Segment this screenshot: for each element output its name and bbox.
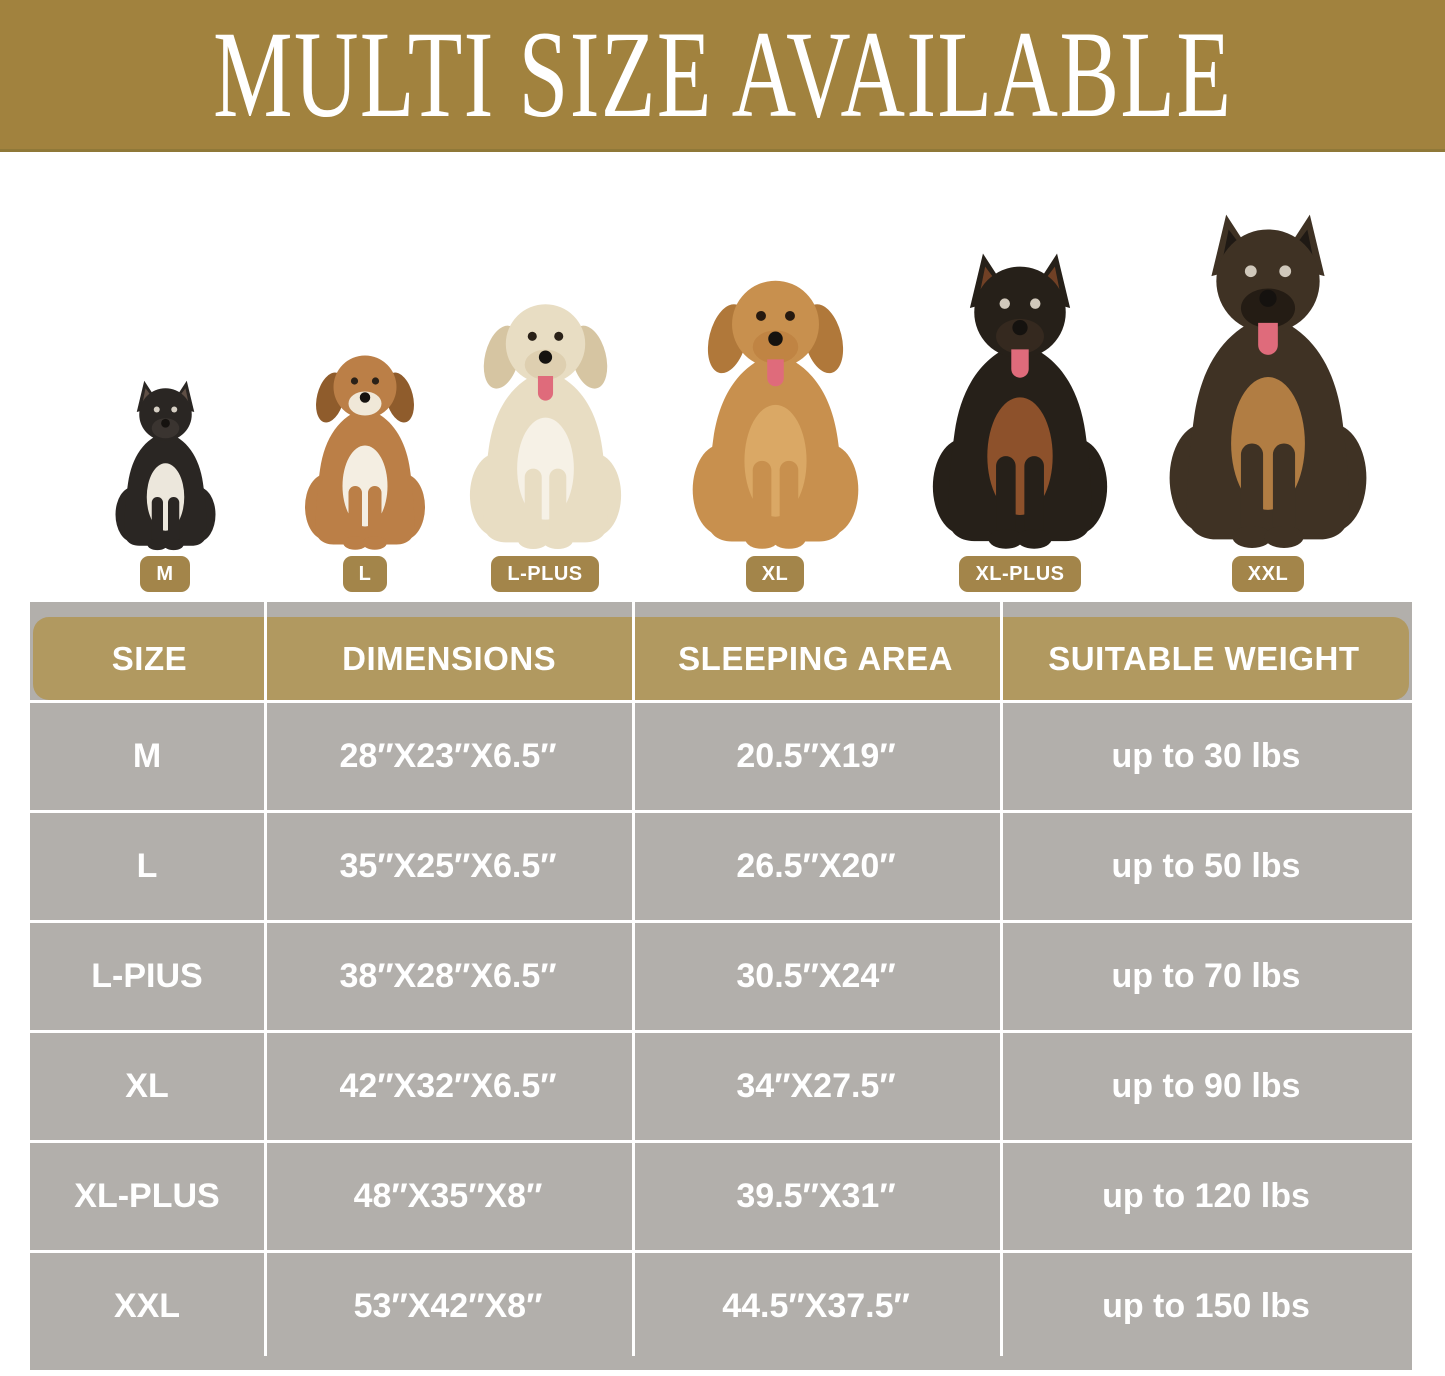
column-header-size: SIZE xyxy=(111,639,188,677)
cell-dimensions: 35″X25″X6.5″ xyxy=(339,847,557,885)
dog-figure-beagle: L xyxy=(290,342,440,592)
cell-size: L-PIUS xyxy=(91,957,203,995)
table-row: XL 42″X32″X6.5″ 34″X27.5″ up to 90 lbs xyxy=(30,1030,1412,1140)
cell-sleeping-area: 20.5″X19″ xyxy=(736,737,896,775)
banner-title: MULTI SIZE AVAILABLE xyxy=(212,5,1233,143)
column-header-sleeping-area: SLEEPING AREA xyxy=(678,639,953,677)
cell-suitable-weight: up to 120 lbs xyxy=(1102,1177,1310,1215)
cell-dimensions: 42″X32″X6.5″ xyxy=(339,1067,557,1105)
cell-sleeping-area: 26.5″X20″ xyxy=(736,847,896,885)
golden-retriever-illustration xyxy=(692,280,858,549)
cell-dimensions: 48″X35″X8″ xyxy=(353,1177,543,1215)
cell-size: M xyxy=(132,737,162,775)
banner: MULTI SIZE AVAILABLE xyxy=(0,0,1445,152)
dog-size-badge: XL-PLUS xyxy=(959,556,1081,592)
dog-figure-golden-retriever: XL xyxy=(672,262,879,592)
cream-golden-retriever-illustration xyxy=(469,304,621,549)
cell-suitable-weight: up to 30 lbs xyxy=(1111,737,1301,775)
dog-figure-doberman: XL-PLUS xyxy=(911,247,1129,592)
cell-size: XL-PLUS xyxy=(74,1177,220,1215)
dog-size-badge: L xyxy=(342,556,388,592)
column-header-suitable-weight: SUITABLE WEIGHT xyxy=(1048,639,1360,677)
french-bulldog-illustration xyxy=(115,380,215,551)
dog-figure-cream-golden-retriever: L-PLUS xyxy=(451,287,640,592)
cell-dimensions: 53″X42″X8″ xyxy=(353,1287,543,1325)
cell-size: L xyxy=(136,847,158,885)
table-body: M 28″X23″X6.5″ 20.5″X19″ up to 30 lbs L … xyxy=(30,700,1412,1360)
dog-size-badge: XL xyxy=(745,556,805,592)
table-row: L 35″X25″X6.5″ 26.5″X20″ up to 50 lbs xyxy=(30,810,1412,920)
cell-sleeping-area: 44.5″X37.5″ xyxy=(722,1287,910,1325)
column-header-dimensions: DIMENSIONS xyxy=(342,639,557,677)
cell-sleeping-area: 34″X27.5″ xyxy=(736,1067,896,1105)
cell-suitable-weight: up to 70 lbs xyxy=(1111,957,1301,995)
cell-suitable-weight: up to 150 lbs xyxy=(1102,1287,1310,1325)
table-header: SIZE DIMENSIONS SLEEPING AREA SUITABLE W… xyxy=(33,617,1409,700)
cell-sleeping-area: 39.5″X31″ xyxy=(736,1177,896,1215)
cell-sleeping-area: 30.5″X24″ xyxy=(736,957,896,995)
cell-size: XXL xyxy=(113,1287,181,1325)
cell-suitable-weight: up to 90 lbs xyxy=(1111,1067,1301,1105)
doberman-illustration xyxy=(932,253,1108,549)
beagle-illustration xyxy=(305,355,425,550)
cell-size: XL xyxy=(125,1067,169,1105)
cell-dimensions: 38″X28″X6.5″ xyxy=(339,957,557,995)
dog-lineup: M L xyxy=(0,152,1445,602)
table-row: M 28″X23″X6.5″ 20.5″X19″ up to 30 lbs xyxy=(30,700,1412,810)
table-row: XL-PLUS 48″X35″X8″ 39.5″X31″ up to 120 l… xyxy=(30,1140,1412,1250)
dog-size-badge: M xyxy=(140,556,190,592)
table-row: L-PIUS 38″X28″X6.5″ 30.5″X24″ up to 70 l… xyxy=(30,920,1412,1030)
size-table: SIZE DIMENSIONS SLEEPING AREA SUITABLE W… xyxy=(30,602,1412,1370)
dog-figure-french-bulldog: M xyxy=(103,377,228,592)
cell-suitable-weight: up to 50 lbs xyxy=(1111,847,1301,885)
german-shepherd-illustration xyxy=(1169,214,1367,549)
dog-size-badge: XXL xyxy=(1231,556,1305,592)
dog-figure-german-shepherd: XXL xyxy=(1145,207,1391,592)
cell-dimensions: 28″X23″X6.5″ xyxy=(339,737,557,775)
table-row: XXL 53″X42″X8″ 44.5″X37.5″ up to 150 lbs xyxy=(30,1250,1412,1360)
dog-size-badge: L-PLUS xyxy=(491,556,599,592)
